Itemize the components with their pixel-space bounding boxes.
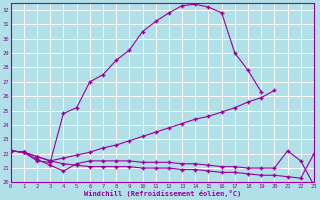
X-axis label: Windchill (Refroidissement éolien,°C): Windchill (Refroidissement éolien,°C) (84, 190, 241, 197)
